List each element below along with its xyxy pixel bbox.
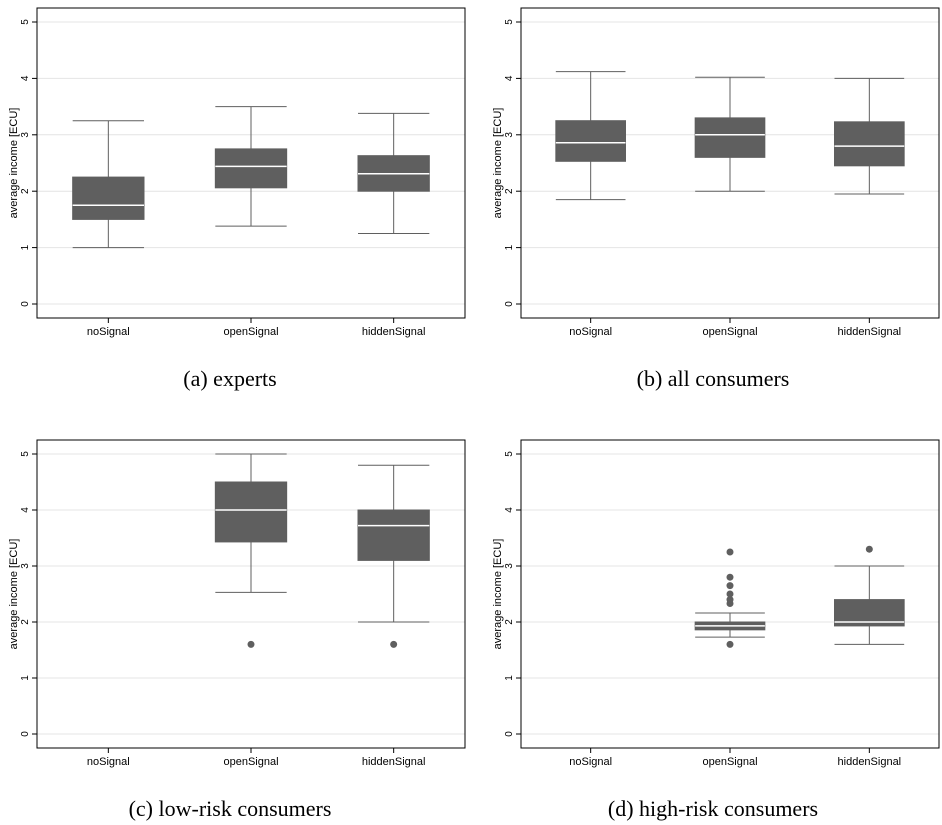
y-axis-label: average income [ECU]	[8, 108, 20, 219]
iqr-box	[555, 120, 626, 162]
box-noSignal	[555, 71, 626, 201]
y-tick-label: 3	[20, 563, 31, 569]
iqr-box	[214, 148, 288, 189]
box-hiddenSignal	[357, 112, 430, 234]
category-label-noSignal: noSignal	[569, 756, 612, 768]
box-chart-high-risk-consumers: 0 1 2 3 4 5 average income [ECU] noSignal openSi…	[492, 439, 940, 768]
category-label-openSignal: openSignal	[223, 756, 278, 768]
category-label-hiddenSignal: hiddenSignal	[362, 756, 426, 768]
y-tick-label: 0	[20, 731, 31, 737]
box-openSignal	[694, 76, 766, 192]
y-axis-label: average income [ECU]	[492, 539, 504, 650]
outlier-point	[726, 590, 734, 598]
y-tick-label: 4	[504, 75, 515, 81]
category-label-noSignal: noSignal	[569, 326, 612, 338]
panel-a: 0 1 2 3 4 5 average income [ECU] noSignal openSi…	[0, 0, 470, 340]
caption-b: (b) all consumers	[636, 366, 790, 391]
y-tick-label: 5	[20, 451, 31, 457]
y-axis-label: average income [ECU]	[8, 539, 20, 650]
y-tick-label: 2	[504, 188, 515, 194]
iqr-box	[834, 121, 905, 167]
category-label-hiddenSignal: hiddenSignal	[362, 326, 426, 338]
category-label-openSignal: openSignal	[702, 326, 757, 338]
y-tick-label: 1	[504, 675, 515, 681]
category-label-noSignal: noSignal	[87, 326, 130, 338]
box-noSignal	[72, 120, 145, 249]
box-chart-experts: 0 1 2 3 4 5 average income [ECU] noSignal openSi…	[8, 7, 466, 338]
iqr-box	[72, 176, 145, 220]
outlier-point	[247, 640, 255, 648]
panel-b: 0 1 2 3 4 5 average income [ECU] noSignal openSi…	[484, 0, 942, 340]
caption-d: (d) high-risk consumers	[607, 796, 819, 821]
box-hiddenSignal	[834, 545, 905, 645]
y-tick-label: 4	[20, 507, 31, 513]
y-tick-label: 0	[504, 301, 515, 307]
box-openSignal	[694, 548, 766, 648]
y-tick-label: 3	[504, 563, 515, 569]
y-tick-label: 2	[504, 619, 515, 625]
outlier-point	[726, 582, 734, 590]
box-hiddenSignal	[357, 464, 430, 648]
y-tick-label: 1	[20, 244, 31, 250]
box-openSignal	[214, 453, 288, 648]
outlier-point	[390, 640, 398, 648]
y-tick-label: 4	[20, 75, 31, 81]
y-tick-label: 1	[20, 675, 31, 681]
outlier-point	[726, 573, 734, 581]
y-tick-label: 2	[20, 188, 31, 194]
y-tick-label: 3	[20, 132, 31, 138]
category-label-noSignal: noSignal	[87, 756, 130, 768]
outlier-point	[726, 548, 734, 556]
iqr-box	[357, 509, 430, 561]
box-openSignal	[214, 106, 288, 227]
y-tick-label: 4	[504, 507, 515, 513]
y-tick-label: 1	[504, 244, 515, 250]
y-axis-label: average income [ECU]	[492, 108, 504, 219]
box-chart-all-consumers: 0 1 2 3 4 5 average income [ECU] noSignal openSi…	[492, 7, 940, 338]
outlier-point	[726, 640, 734, 648]
iqr-box	[694, 117, 766, 158]
y-tick-label: 3	[504, 132, 515, 138]
box-hiddenSignal	[834, 77, 905, 195]
y-tick-label: 0	[20, 301, 31, 307]
caption-a: (a) experts	[183, 366, 277, 391]
outlier-point	[726, 596, 734, 604]
y-tick-label: 0	[504, 731, 515, 737]
y-tick-label: 5	[504, 451, 515, 457]
caption-c: (c) low-risk consumers	[128, 796, 332, 821]
iqr-box	[214, 481, 288, 543]
panel-c: 0 1 2 3 4 5 average income [ECU] noSignal openSi…	[0, 432, 470, 772]
y-tick-label: 5	[20, 19, 31, 25]
category-label-hiddenSignal: hiddenSignal	[838, 326, 902, 338]
panel-d: 0 1 2 3 4 5 average income [ECU] noSignal openSi…	[484, 432, 942, 772]
category-label-openSignal: openSignal	[223, 326, 278, 338]
outlier-point	[865, 545, 873, 553]
y-tick-label: 2	[20, 619, 31, 625]
category-label-openSignal: openSignal	[702, 756, 757, 768]
box-chart-low-risk-consumers: 0 1 2 3 4 5 average income [ECU] noSignal openSi…	[8, 439, 466, 768]
category-label-hiddenSignal: hiddenSignal	[838, 756, 902, 768]
y-tick-label: 5	[504, 19, 515, 25]
